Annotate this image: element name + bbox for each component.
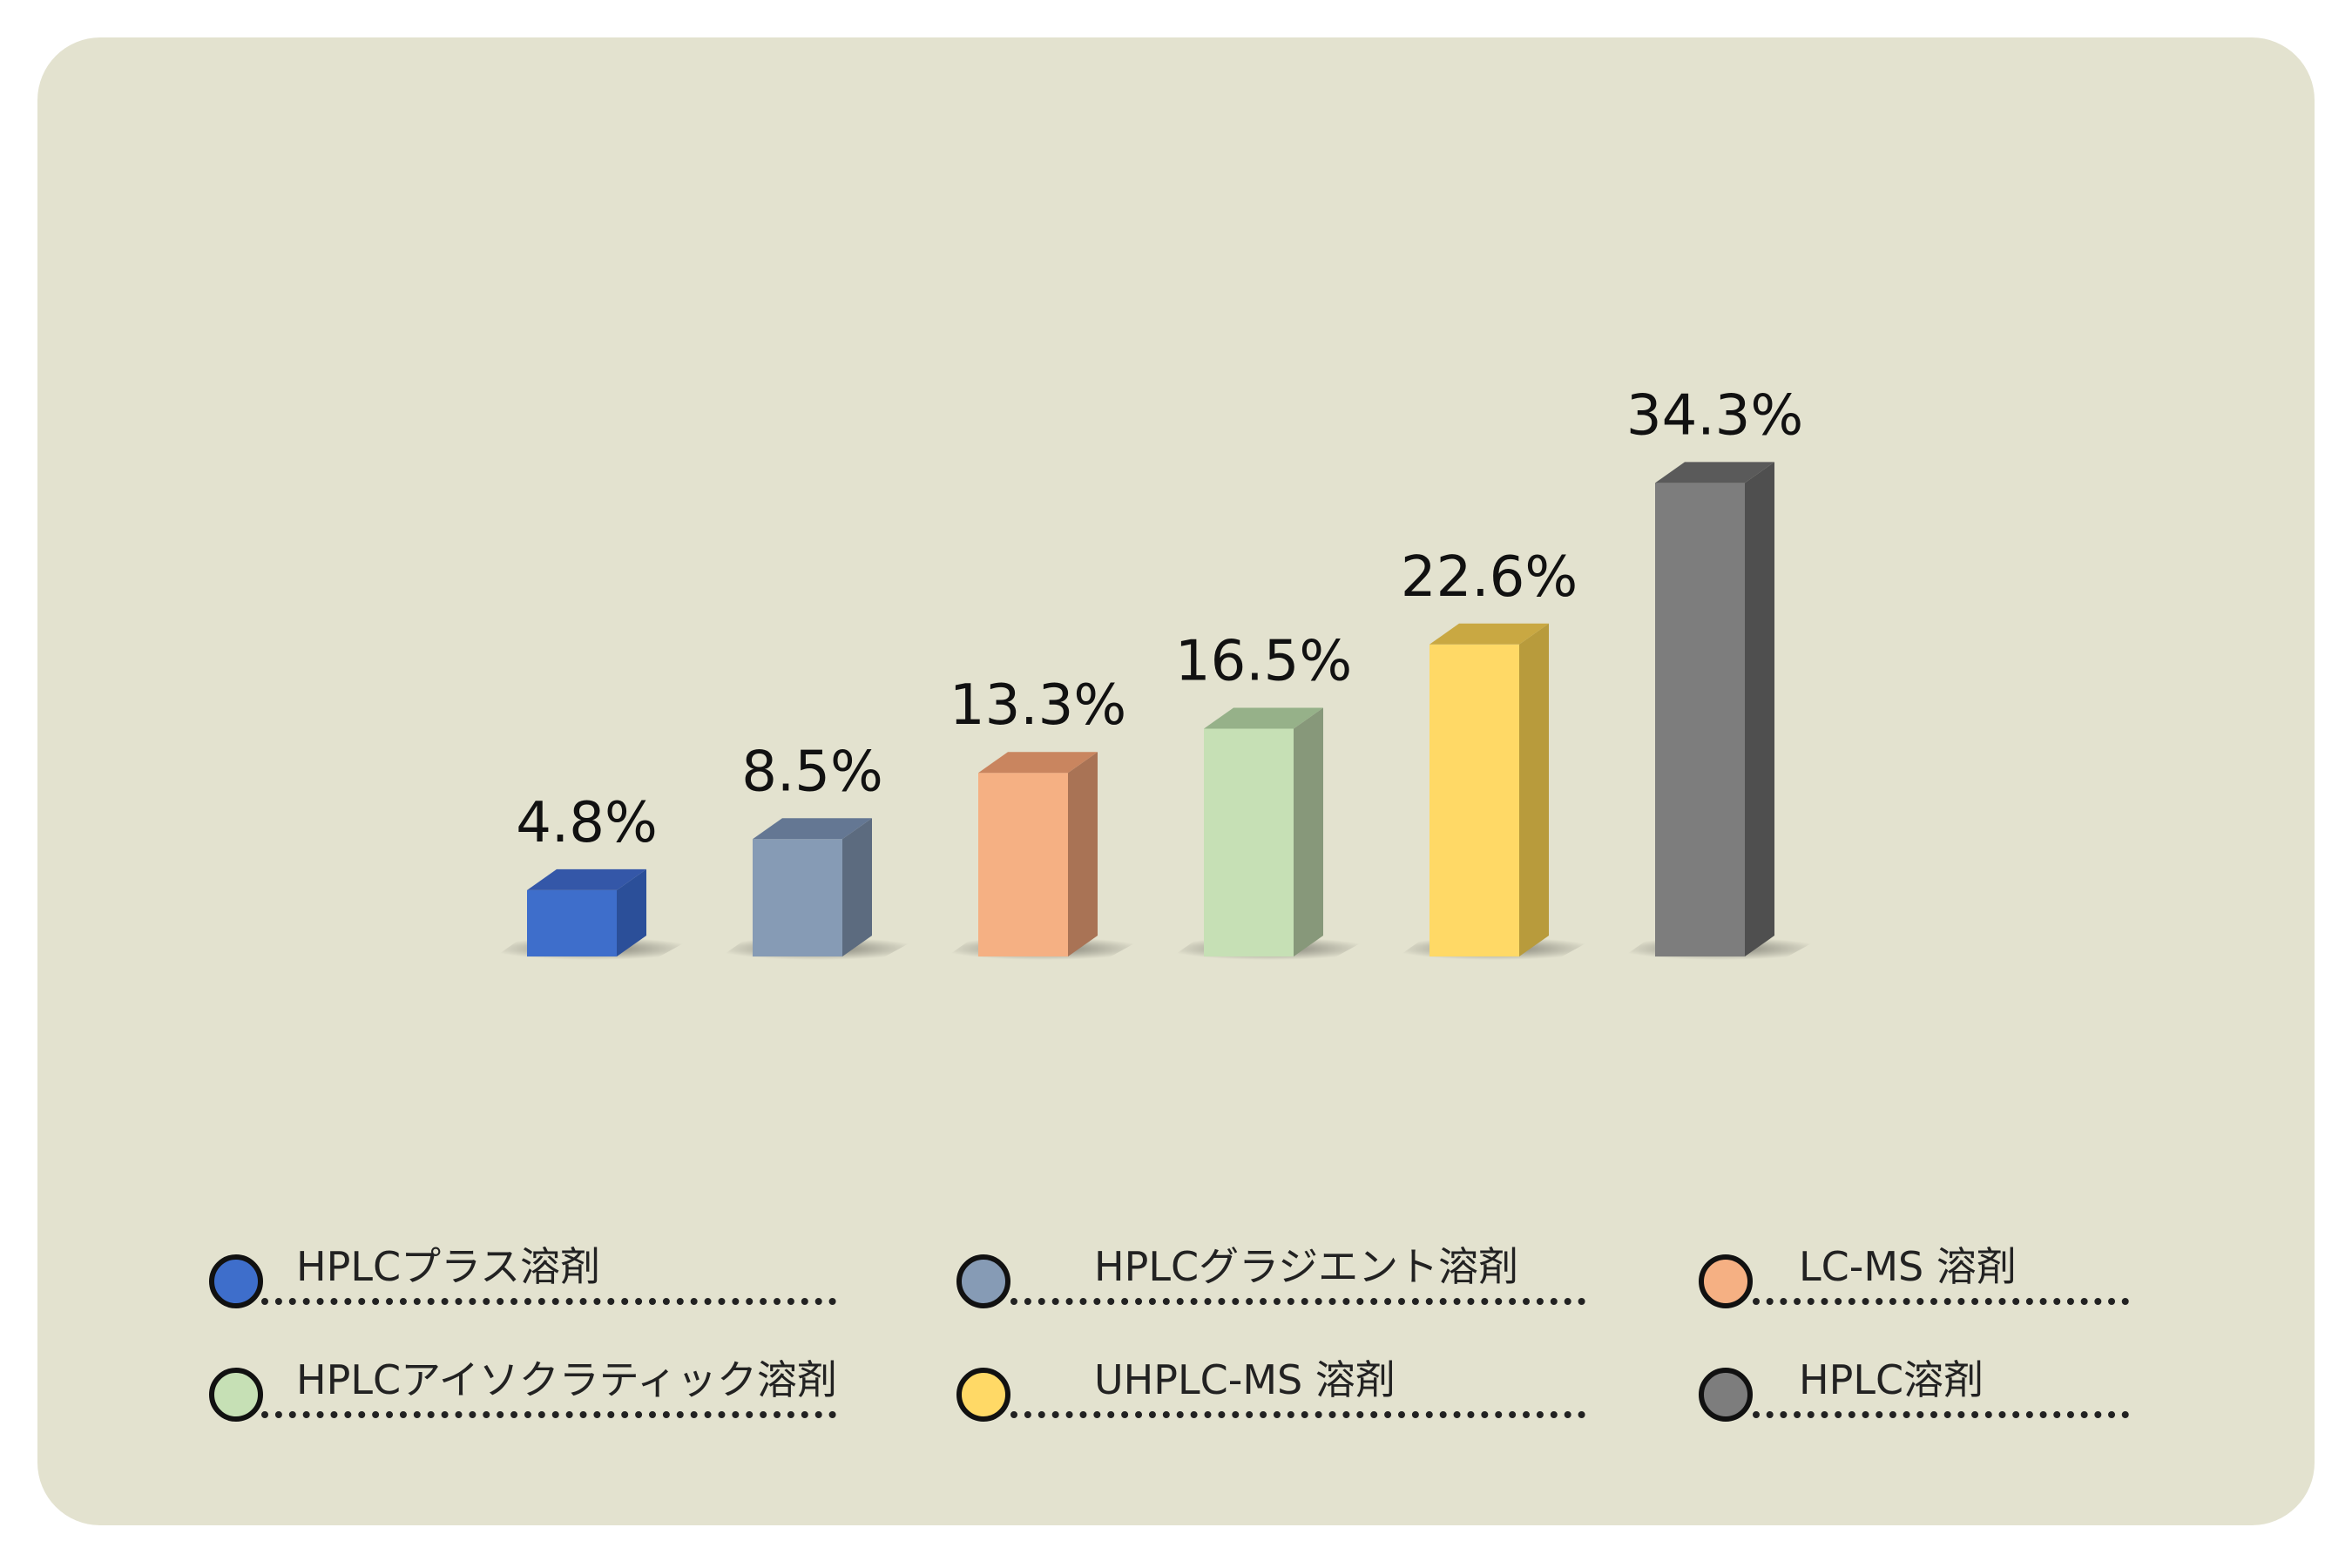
- chart-panel: [37, 37, 2315, 1525]
- bar-3: 13.3%: [942, 673, 1146, 960]
- value-label: 22.6%: [1401, 545, 1578, 610]
- bar-side: [1068, 752, 1098, 956]
- bar-side: [1745, 462, 1774, 956]
- bar-front: [1655, 483, 1745, 956]
- bar-5: 22.6%: [1393, 545, 1597, 960]
- bar-side: [1519, 623, 1549, 956]
- value-label: 13.3%: [950, 673, 1126, 738]
- bar-front: [1204, 728, 1294, 956]
- bar-top: [1655, 462, 1774, 483]
- bar-side: [842, 818, 872, 956]
- bar-side: [1294, 707, 1323, 956]
- bar-front: [1429, 644, 1519, 956]
- bar-front: [753, 839, 842, 956]
- bar-top: [1204, 707, 1323, 729]
- bar-2: 8.5%: [716, 740, 920, 960]
- bar-top: [527, 868, 646, 890]
- bar-top: [1429, 623, 1549, 645]
- bar-4: 16.5%: [1167, 629, 1371, 960]
- value-label: 8.5%: [741, 740, 883, 804]
- value-label: 34.3%: [1626, 383, 1803, 448]
- bar-side: [617, 868, 646, 956]
- bar-1: 4.8%: [490, 791, 694, 960]
- value-label: 4.8%: [516, 791, 658, 855]
- bar-front: [527, 889, 617, 956]
- bar-6: 34.3%: [1619, 383, 1822, 960]
- bar-top: [753, 818, 872, 840]
- bar-front: [978, 773, 1068, 956]
- bar-top: [978, 752, 1098, 774]
- value-label: 16.5%: [1175, 629, 1352, 693]
